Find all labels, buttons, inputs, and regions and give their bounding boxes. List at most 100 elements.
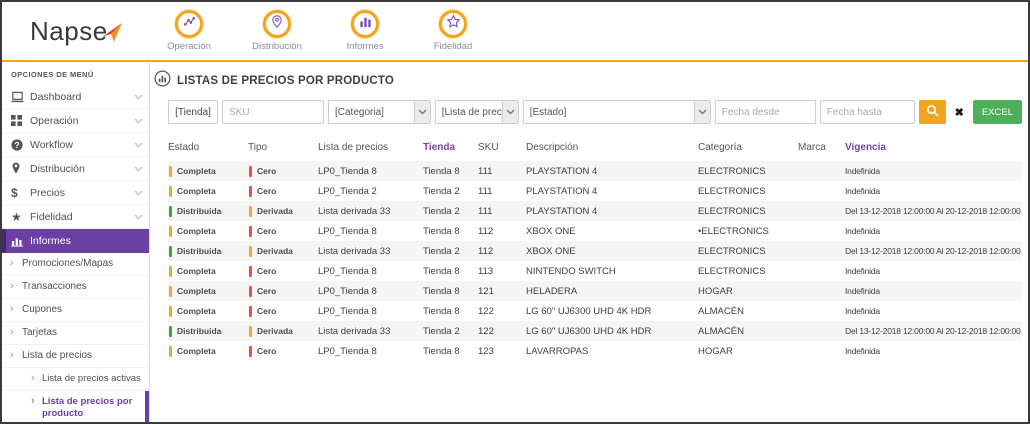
status-color-bar xyxy=(249,185,252,197)
status-color-bar xyxy=(169,185,172,197)
categoria-select[interactable]: [Categoria] xyxy=(328,100,431,124)
sidebar-subitem-tarjetas[interactable]: › Tarjetas xyxy=(2,322,149,345)
estado-cell: Completa xyxy=(168,225,248,237)
table-row[interactable]: Completa Cero LP0_Tienda 8 Tienda 8 121 HELAD… xyxy=(168,281,1022,301)
tipo-value: Cero xyxy=(257,306,277,316)
sidebar-item-informes[interactable]: Informes xyxy=(2,229,149,253)
table-cell-descripcion: LG 60" UJ6300 UHD 4K HDR xyxy=(526,305,652,317)
estado-value: Completa xyxy=(177,266,216,276)
table-cell-categoria: HOGAR xyxy=(698,345,733,357)
fecha-desde-input[interactable] xyxy=(714,100,816,124)
chevron-down-icon xyxy=(693,101,710,123)
search-button[interactable] xyxy=(918,100,946,124)
status-color-bar xyxy=(249,325,252,337)
estado-value: Distribuida xyxy=(177,206,222,216)
estado-cell: Distribuida xyxy=(168,205,248,217)
chevron-right-icon: › xyxy=(10,326,14,338)
table-row[interactable]: Completa Cero LP0_Tienda 8 Tienda 8 111 PLAYS… xyxy=(168,161,1022,181)
lista-de-precios-select-value: [Lista de precios] xyxy=(441,106,502,118)
sidebar-subitem-lista-de-precios-por-producto[interactable]: › Lista de precios por producto xyxy=(2,391,149,422)
table-row[interactable]: Completa Cero LP0_Tienda 2 Tienda 2 111 PLAYS… xyxy=(168,181,1022,201)
sidebar-item-workflow[interactable]: ? Workflow xyxy=(2,133,149,157)
column-header-estado[interactable]: Estado xyxy=(168,141,200,153)
nav-item-distribucion[interactable]: Distribución xyxy=(244,10,310,52)
sidebar-item-dashboard[interactable]: Dashboard xyxy=(2,85,149,109)
table-row[interactable]: Completa Cero LP0_Tienda 8 Tienda 8 113 NINTE… xyxy=(168,261,1022,281)
column-header-descripcion[interactable]: Descripción xyxy=(526,141,579,153)
estado-cell: Completa xyxy=(168,165,248,177)
table-cell-categoria: ELECTRONICS xyxy=(698,265,766,277)
sidebar-item-fidelidad[interactable]: ★ Fidelidad xyxy=(2,205,149,229)
table-cell-vigencia: Del 13-12-2018 12:00:00 Al 20-12-2018 12… xyxy=(845,326,1021,336)
status-color-bar xyxy=(169,285,172,297)
table-row[interactable]: Completa Cero LP0_Tienda 8 Tienda 8 122 LG 60… xyxy=(168,301,1022,321)
estado-cell: Distribuida xyxy=(168,325,248,337)
tipo-value: Cero xyxy=(257,166,277,176)
table-row[interactable]: Distribuida Derivada Lista derivada 33 Tien… xyxy=(168,241,1022,261)
sku-input[interactable] xyxy=(222,100,324,124)
lista-de-precios-select[interactable]: [Lista de precios] xyxy=(434,100,519,124)
table-cell-lista-de-precios: LP0_Tienda 8 xyxy=(318,305,377,317)
column-header-categoria[interactable]: Categoría xyxy=(698,141,742,153)
fidelidad-icon xyxy=(445,14,461,34)
table-cell-descripcion: PLAYSTATION 4 xyxy=(526,185,598,197)
table-row[interactable]: Completa Cero LP0_Tienda 8 Tienda 8 123 LAVAR… xyxy=(168,341,1022,361)
estado-select[interactable]: [Estado] xyxy=(522,100,711,124)
nav-item-informes[interactable]: Informes xyxy=(332,10,398,52)
column-header-marca[interactable]: Marca xyxy=(798,141,826,153)
logo[interactable]: Napse xyxy=(2,16,150,47)
sidebar-title: OPCIONES DE MENÚ xyxy=(11,70,94,79)
sidebar-subitem-transacciones[interactable]: › Transacciones xyxy=(2,276,149,299)
table-cell-lista-de-precios: LP0_Tienda 8 xyxy=(318,345,377,357)
nav-circle xyxy=(175,10,203,38)
sidebar-subitem-cupones[interactable]: › Cupones xyxy=(2,299,149,322)
sidebar-subitem-lista-de-precios[interactable]: › Lista de precios xyxy=(2,345,149,368)
tipo-value: Cero xyxy=(257,226,277,236)
status-color-bar xyxy=(249,305,252,317)
estado-value: Distribuida xyxy=(177,326,222,336)
column-header-vigencia[interactable]: Vigencia xyxy=(845,141,886,153)
nav-circle xyxy=(263,10,291,38)
column-header-tipo[interactable]: Tipo xyxy=(248,141,268,153)
excel-export-button[interactable]: EXCEL xyxy=(972,100,1022,124)
estado-cell: Completa xyxy=(168,285,248,297)
estado-cell: Completa xyxy=(168,265,248,277)
table-row[interactable]: Distribuida Derivada Lista derivada 33 Tien… xyxy=(168,321,1022,341)
sidebar-subitem-lista-de-precios-activas[interactable]: › Lista de precios activas xyxy=(2,368,149,391)
table-cell-descripcion: LG 60" UJ6300 UHD 4K HDR xyxy=(526,325,652,337)
nav-item-fidelidad[interactable]: Fidelidad xyxy=(420,10,486,52)
column-header-sku[interactable]: SKU xyxy=(478,141,499,153)
sidebar-subitem-promociones-mapas[interactable]: › Promociones/Mapas xyxy=(2,253,149,276)
question-icon: ? xyxy=(11,138,30,151)
sidebar-item-operacion[interactable]: Operación xyxy=(2,109,149,133)
table-cell-tienda: Tienda 2 xyxy=(423,205,460,217)
tienda-input[interactable] xyxy=(168,100,218,124)
table-cell-categoria: ELECTRONICS xyxy=(698,245,766,257)
column-header-tienda[interactable]: Tienda xyxy=(423,141,456,153)
table-cell-vigencia: Indefinida xyxy=(845,186,880,196)
body: OPCIONES DE MENÚ Dashboard Operación? Work… xyxy=(2,62,1028,422)
clear-filters-button[interactable]: ✖ xyxy=(949,100,969,124)
dollar-icon: $ xyxy=(11,185,18,200)
header-accent-line xyxy=(2,60,1028,62)
table-row[interactable]: Distribuida Derivada Lista derivada 33 Tien… xyxy=(168,201,1022,221)
table-cell-tienda: Tienda 2 xyxy=(423,325,460,337)
estado-cell: Completa xyxy=(168,305,248,317)
table-cell-sku: 112 xyxy=(478,225,494,237)
table-row[interactable]: Completa Cero LP0_Tienda 8 Tienda 8 112 XBOX … xyxy=(168,221,1022,241)
nav-item-operacion[interactable]: Operación xyxy=(156,10,222,52)
page-title: LISTAS DE PRECIOS POR PRODUCTO xyxy=(177,75,395,87)
tipo-value: Derivada xyxy=(257,246,293,256)
chevron-right-icon: › xyxy=(10,349,14,361)
table-cell-categoria: ELECTRONICS xyxy=(698,185,766,197)
table-body: Completa Cero LP0_Tienda 8 Tienda 8 111 PLAYS… xyxy=(168,161,1022,361)
column-header-lista-de-precios[interactable]: Lista de precios xyxy=(318,141,389,153)
sidebar-item-distribucion[interactable]: Distribución xyxy=(2,157,149,181)
chevron-right-icon: › xyxy=(31,395,35,407)
table-cell-sku: 112 xyxy=(478,245,494,257)
fecha-hasta-input[interactable] xyxy=(819,100,915,124)
nav-item-label: Distribución xyxy=(252,41,302,52)
table-cell-sku: 123 xyxy=(478,345,494,357)
sidebar-item-precios[interactable]: $ Precios xyxy=(2,181,149,205)
nav-item-label: Informes xyxy=(346,41,384,52)
